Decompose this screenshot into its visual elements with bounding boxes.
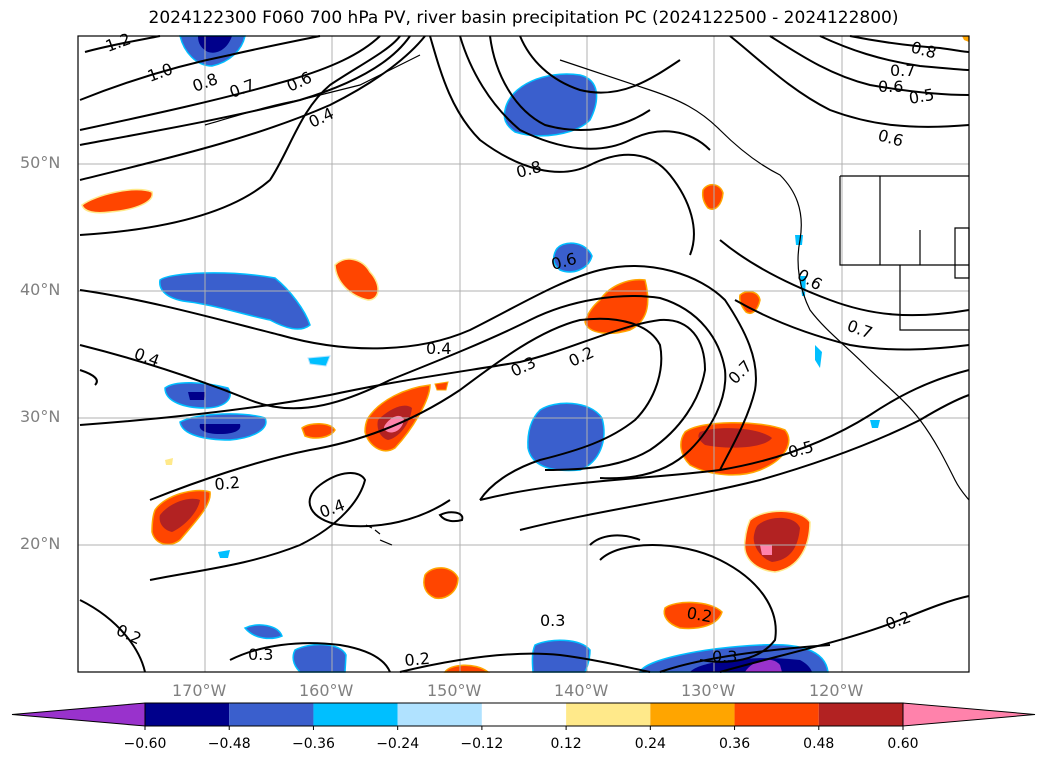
colorbar-segment [566, 703, 651, 726]
contour-label: 0.2 [214, 473, 241, 494]
coastlines [204, 54, 970, 546]
lat-label-30n: 30°N [20, 407, 61, 426]
colorbar-extend-min [11, 702, 146, 727]
neg-region-north-pacific [503, 73, 598, 137]
lat-label-50n: 50°N [20, 153, 61, 172]
colorbar-tick-label: 0.24 [634, 736, 666, 752]
pos-region-central-38n [584, 278, 649, 335]
colorbar-tick-label: −0.24 [376, 736, 420, 752]
colorbar-segment [229, 703, 314, 726]
pos-region-west-47n [81, 188, 153, 214]
colorbar-extend-max [902, 702, 1036, 727]
colorbar-segment [818, 703, 903, 726]
colorbar-tick-label: 0.60 [887, 736, 919, 752]
colorbar [11, 702, 1036, 730]
lon-label-160w: 160°W [299, 681, 354, 700]
contour-label: 0.6 [878, 77, 903, 96]
colorbar-tick-label: −0.60 [123, 736, 167, 752]
lat-label-40n: 40°N [20, 280, 61, 299]
colorbar-segment [650, 703, 735, 726]
colorbar-tick-label: 0.36 [718, 736, 751, 752]
neg-region-bottom-left [243, 624, 283, 640]
contour-label: 0.2 [685, 603, 713, 626]
map-frame [77, 35, 970, 673]
colorbar-tick-label: −0.36 [291, 736, 335, 752]
contour-label: 0.5 [907, 85, 935, 108]
lon-label-150w: 150°W [427, 681, 482, 700]
contour-label: 0.3 [712, 647, 737, 666]
colorbar-segment [313, 703, 398, 726]
colorbar-segment [145, 703, 230, 726]
lon-label-130w: 130°W [681, 681, 736, 700]
lon-label-140w: 140°W [554, 681, 609, 700]
colorbar-segment [397, 703, 482, 726]
colorbar-tick-label: −0.12 [460, 736, 504, 752]
contour-label: 0.2 [404, 649, 431, 670]
lon-label-170w: 170°W [172, 681, 227, 700]
neg-region-central-30n [527, 402, 605, 472]
colorbar-outline [144, 702, 904, 727]
colorbar-segment [481, 703, 567, 726]
neg-region-central-43n [552, 242, 593, 273]
contour-label: 0.3 [540, 611, 565, 630]
lon-label-120w: 120°W [809, 681, 864, 700]
colorbar-segment [734, 703, 819, 726]
contour-label: 0.7 [890, 61, 915, 80]
lat-label-20n: 20°N [20, 534, 61, 553]
contour-label: 0.4 [426, 339, 451, 358]
colorbar-tick-label: 0.12 [550, 736, 582, 752]
map-title: 2024122300 F060 700 hPa PV, river basin … [148, 8, 899, 28]
colorbar-tick-label: −0.48 [207, 736, 251, 752]
pos-region-central-17n [423, 567, 459, 600]
colorbar-tick-label: 0.48 [803, 736, 835, 752]
neg-region-west-40n [159, 272, 311, 330]
contour-label: 0.3 [248, 645, 273, 664]
pv-contours [79, 35, 970, 673]
